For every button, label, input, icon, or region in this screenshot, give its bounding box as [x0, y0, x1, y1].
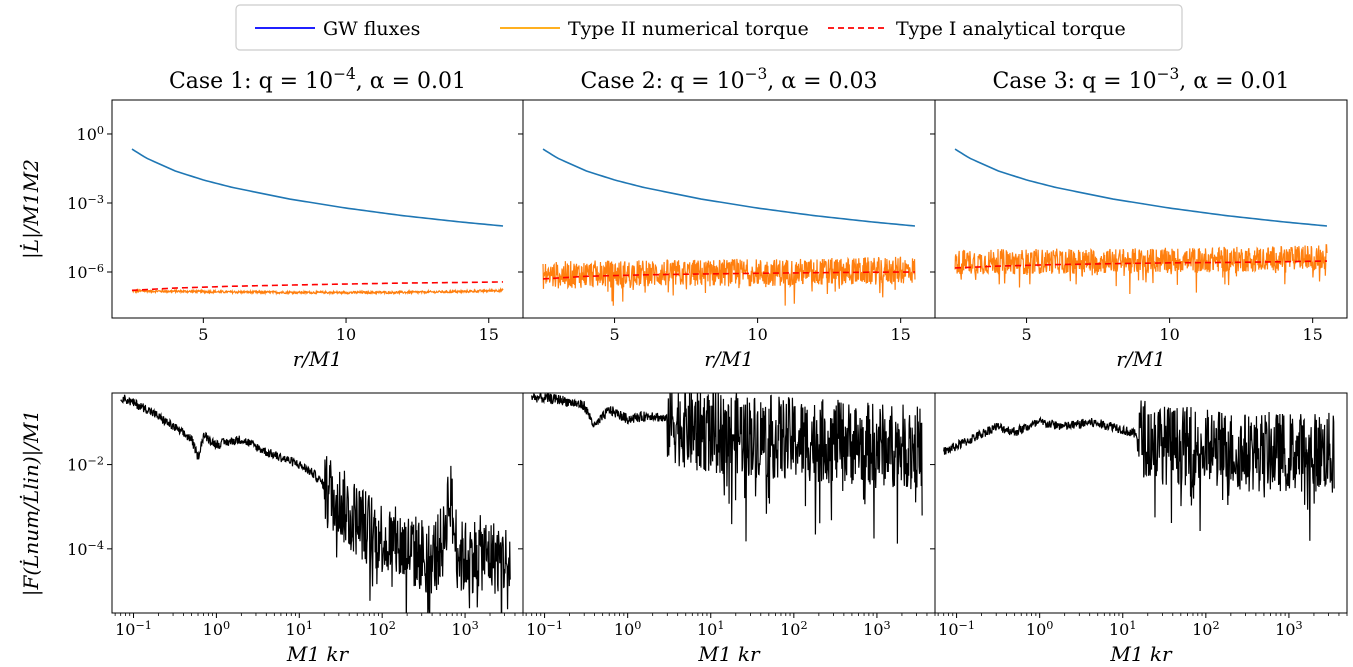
- panel-top-2: 5 10 15 Case 2: q = 10−3, α = 0.03 r/M1: [518, 65, 936, 371]
- panel-top-3: 5 10 15 Case 3: q = 10−3, α = 0.01 r/M1: [930, 65, 1348, 371]
- series-line: [131, 287, 504, 296]
- series-line: [542, 148, 916, 227]
- x-axis-label: M1 kr: [286, 642, 350, 666]
- x-axis-label: r/M1: [1116, 347, 1166, 371]
- x-tick-label: 5: [1021, 325, 1031, 344]
- x-tick-label: 102: [368, 619, 395, 640]
- series-line: [542, 271, 915, 280]
- panel-title: Case 1: q = 10−4, α = 0.01: [169, 65, 466, 94]
- series-line: [954, 148, 1328, 227]
- legend: GW fluxes Type II numerical torque Type I …: [235, 4, 1183, 51]
- axes-frame: [934, 392, 1348, 614]
- x-axis-label: M1 kr: [697, 642, 761, 666]
- panel-top-1: 5 10 15 100 10−3 10−6 Case 1: q = 10−4, α = 0.…: [19, 65, 524, 371]
- y-tick-label: 10−3: [67, 192, 104, 213]
- y-tick-label: 10−4: [67, 538, 104, 559]
- x-tick-label: 101: [286, 619, 313, 640]
- panel-bottom-2: 10−1 100 101 102 103 M1 kr: [518, 392, 936, 666]
- x-tick-label: 103: [451, 619, 478, 640]
- legend-frame: [235, 4, 1183, 51]
- y-tick-label: 10−2: [67, 454, 104, 475]
- y-tick-label: 100: [77, 123, 104, 144]
- series-line: [131, 281, 504, 292]
- x-tick-label: 100: [203, 619, 230, 640]
- x-tick-label: 5: [609, 325, 619, 344]
- x-tick-label: 10−1: [938, 619, 975, 640]
- panel-title: Case 2: q = 10−3, α = 0.03: [580, 65, 877, 94]
- x-tick-label: 102: [1192, 619, 1219, 640]
- x-tick-label: 15: [1302, 325, 1322, 344]
- series-line: [120, 394, 511, 613]
- x-tick-label: 100: [1026, 619, 1053, 640]
- panel-bottom-3: 10−1 100 101 102 103 M1 kr: [930, 392, 1348, 666]
- x-tick-label: 10: [747, 325, 767, 344]
- series-line: [131, 148, 504, 227]
- y-tick-label: 10−6: [67, 261, 104, 282]
- axes-frame: [934, 99, 1348, 319]
- x-tick-label: 10−1: [526, 619, 563, 640]
- legend-label: Type II numerical torque: [568, 18, 809, 40]
- x-tick-label: 101: [1109, 619, 1136, 640]
- x-tick-label: 15: [479, 325, 499, 344]
- y-axis-label: |F(L̇num/L̇lin)|/M1: [19, 410, 44, 597]
- panel-title: Case 3: q = 10−3, α = 0.01: [992, 65, 1289, 94]
- legend-label: Type I analytical torque: [896, 18, 1126, 40]
- series-line: [943, 400, 1335, 541]
- series-line: [542, 256, 916, 306]
- x-tick-label: 5: [198, 325, 208, 344]
- x-axis-label: M1 kr: [1109, 642, 1173, 666]
- series-line: [531, 393, 923, 544]
- x-axis-label: r/M1: [293, 347, 343, 371]
- x-tick-label: 10−1: [115, 619, 152, 640]
- panel-bottom-1: 10−1 100 101 102 103 10−2 10−4 M1 kr |F(L̇num/L̇…: [19, 392, 524, 666]
- x-tick-label: 101: [697, 619, 724, 640]
- x-tick-label: 15: [890, 325, 910, 344]
- y-axis-label: |L̇|/M1M2: [19, 159, 44, 259]
- x-tick-label: 100: [614, 619, 641, 640]
- x-tick-label: 103: [1275, 619, 1302, 640]
- x-tick-label: 102: [780, 619, 807, 640]
- x-tick-label: 10: [1159, 325, 1179, 344]
- legend-label: GW fluxes: [323, 18, 420, 40]
- x-axis-label: r/M1: [704, 347, 754, 371]
- x-tick-label: 10: [336, 325, 356, 344]
- x-tick-label: 103: [863, 619, 890, 640]
- series-line: [954, 244, 1328, 295]
- series-line: [954, 260, 1327, 269]
